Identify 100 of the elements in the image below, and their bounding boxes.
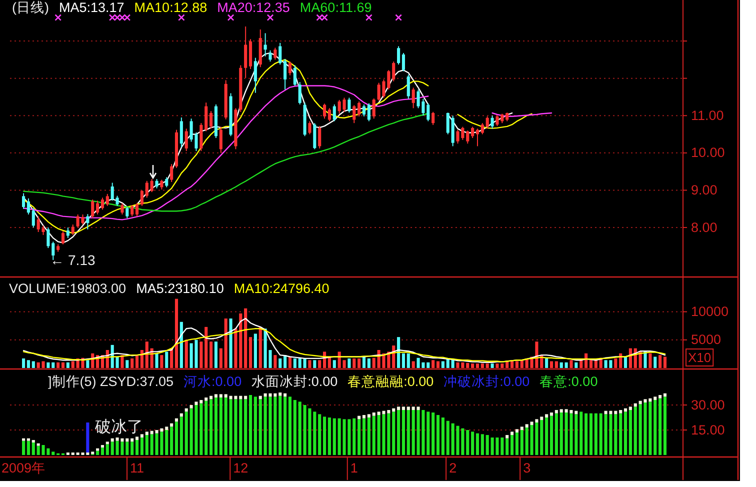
- bar: [180, 416, 183, 455]
- bar: [397, 406, 400, 410]
- candlestick: [200, 122, 203, 152]
- candlestick: [372, 98, 376, 120]
- bar: [570, 360, 573, 368]
- bar: [426, 362, 430, 368]
- bar: [96, 448, 100, 451]
- candlestick: [165, 176, 168, 188]
- candlestick: [120, 202, 124, 215]
- bar: [402, 353, 405, 368]
- bar: [332, 360, 336, 368]
- bar: [174, 298, 178, 368]
- text: MA5:13.17: [59, 0, 124, 15]
- bar: [293, 400, 296, 455]
- bar: [86, 422, 90, 452]
- candlestick: [406, 74, 410, 100]
- candlestick: [352, 104, 356, 124]
- bar: [406, 353, 410, 368]
- bar: [362, 356, 366, 368]
- bar: [392, 412, 396, 455]
- bar: [254, 396, 257, 455]
- candlestick: [432, 111, 435, 126]
- bar: [298, 358, 302, 368]
- bar: [135, 355, 139, 368]
- bar: [654, 396, 657, 400]
- annotation: 春意融融:0.00: [348, 374, 434, 389]
- candlestick: [322, 103, 326, 120]
- bar: [628, 406, 632, 410]
- text: MA10:12.88: [134, 0, 208, 15]
- bar: [248, 337, 252, 368]
- bar: [322, 416, 326, 455]
- bar: [210, 342, 213, 368]
- y-tick-label: 15.00: [691, 422, 725, 438]
- y-tick-label: 5000: [691, 332, 722, 348]
- bar: [140, 350, 144, 368]
- bar: [184, 412, 188, 455]
- bar: [293, 358, 296, 368]
- bar: [550, 416, 554, 455]
- candlestick: [264, 32, 267, 57]
- candlestick: [71, 224, 74, 236]
- candlestick: [362, 104, 366, 117]
- bar: [624, 412, 628, 455]
- candlestick: [308, 120, 312, 135]
- bar: [471, 364, 474, 368]
- bar: [554, 361, 558, 368]
- bar: [278, 392, 282, 396]
- bar: [397, 337, 400, 368]
- bar: [298, 402, 302, 455]
- bar: [658, 395, 662, 398]
- bar: [560, 409, 563, 412]
- bar: [210, 399, 213, 455]
- bar: [190, 405, 193, 408]
- annotation: 春意:0.00: [540, 374, 598, 389]
- bar: [258, 399, 262, 455]
- y-tick-label: 10000: [691, 304, 729, 320]
- candlestick: [96, 200, 100, 215]
- bar: [219, 394, 222, 398]
- bar: [397, 410, 400, 455]
- bar: [584, 413, 588, 455]
- line-series: [22, 328, 666, 362]
- annotation: 冲破冰封:0.00: [444, 374, 530, 389]
- bar: [214, 398, 218, 455]
- bar: [486, 435, 489, 455]
- candlestick: [116, 195, 119, 206]
- bar: [614, 358, 618, 368]
- candlestick: [480, 122, 484, 135]
- bar: [446, 420, 450, 455]
- bar: [352, 418, 356, 455]
- bar: [550, 361, 554, 368]
- bar: [165, 430, 168, 455]
- bar: [506, 435, 509, 438]
- bar: [436, 361, 440, 368]
- bar: [663, 356, 667, 368]
- bar: [554, 410, 558, 414]
- annotation: 河水:0.00: [184, 374, 242, 389]
- bar: [140, 438, 144, 455]
- bar: [432, 360, 435, 368]
- candlestick: [274, 47, 277, 60]
- bar: [426, 412, 430, 455]
- bar: [22, 358, 26, 368]
- bar: [313, 412, 316, 455]
- bar: [362, 418, 366, 455]
- bar: [367, 414, 370, 418]
- candlestick: [110, 182, 114, 202]
- candlestick: [61, 230, 65, 245]
- bar: [476, 364, 480, 368]
- candlestick: [328, 108, 331, 122]
- bar: [402, 406, 405, 410]
- bar: [308, 360, 312, 368]
- bar: [46, 362, 50, 368]
- candlestick: [446, 112, 450, 135]
- bar: [402, 410, 405, 455]
- bar: [441, 361, 444, 368]
- annotation: 水面冰封:0.00: [252, 374, 338, 389]
- bar: [362, 415, 366, 418]
- bar: [490, 364, 494, 368]
- bar: [288, 396, 292, 455]
- bar: [318, 360, 322, 368]
- candlestick: [402, 52, 405, 72]
- bar: [619, 413, 622, 455]
